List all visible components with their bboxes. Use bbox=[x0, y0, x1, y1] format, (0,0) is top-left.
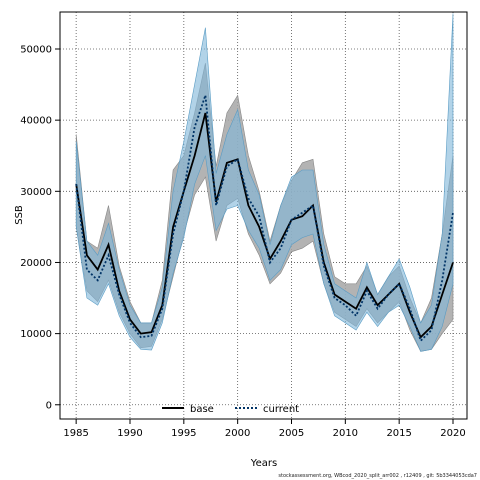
y-tick-label: 10000 bbox=[20, 329, 52, 340]
x-tick-label: 2020 bbox=[440, 428, 465, 439]
base-confidence-band bbox=[75, 63, 454, 352]
plot-frame bbox=[59, 11, 468, 420]
y-axis: 0 10000 20000 30000 40000 50000 bbox=[20, 45, 60, 411]
x-tick-label: 2000 bbox=[225, 428, 250, 439]
y-tick-label: 50000 bbox=[20, 45, 52, 56]
footer-note: stockassessment.org, WBcod_2020_split_ar… bbox=[278, 473, 477, 479]
x-tick-label: 2005 bbox=[279, 428, 304, 439]
x-tick-label: 2015 bbox=[386, 428, 411, 439]
y-tick-label: 40000 bbox=[20, 116, 52, 127]
series-lines bbox=[75, 95, 454, 343]
legend-base-label: base bbox=[190, 404, 214, 415]
current-line bbox=[75, 95, 454, 343]
x-tick-label: 1995 bbox=[171, 428, 196, 439]
legend-current-label: current bbox=[263, 404, 299, 415]
current-confidence-band bbox=[75, 13, 454, 352]
y-tick-label: 20000 bbox=[20, 258, 52, 269]
y-tick-label: 0 bbox=[46, 400, 52, 411]
x-tick-label: 1990 bbox=[117, 428, 142, 439]
x-axis-label: Years bbox=[250, 458, 277, 469]
legend: base current bbox=[162, 404, 299, 415]
current-band bbox=[75, 13, 454, 352]
x-tick-label: 1985 bbox=[63, 428, 88, 439]
x-tick-label: 2010 bbox=[333, 428, 358, 439]
grid bbox=[60, 12, 467, 419]
y-tick-label: 30000 bbox=[20, 187, 52, 198]
y-axis-label: SSB bbox=[14, 205, 25, 225]
base-band bbox=[75, 63, 454, 352]
x-axis: 1985 1990 1995 2000 2005 2010 2015 2020 bbox=[63, 419, 466, 439]
